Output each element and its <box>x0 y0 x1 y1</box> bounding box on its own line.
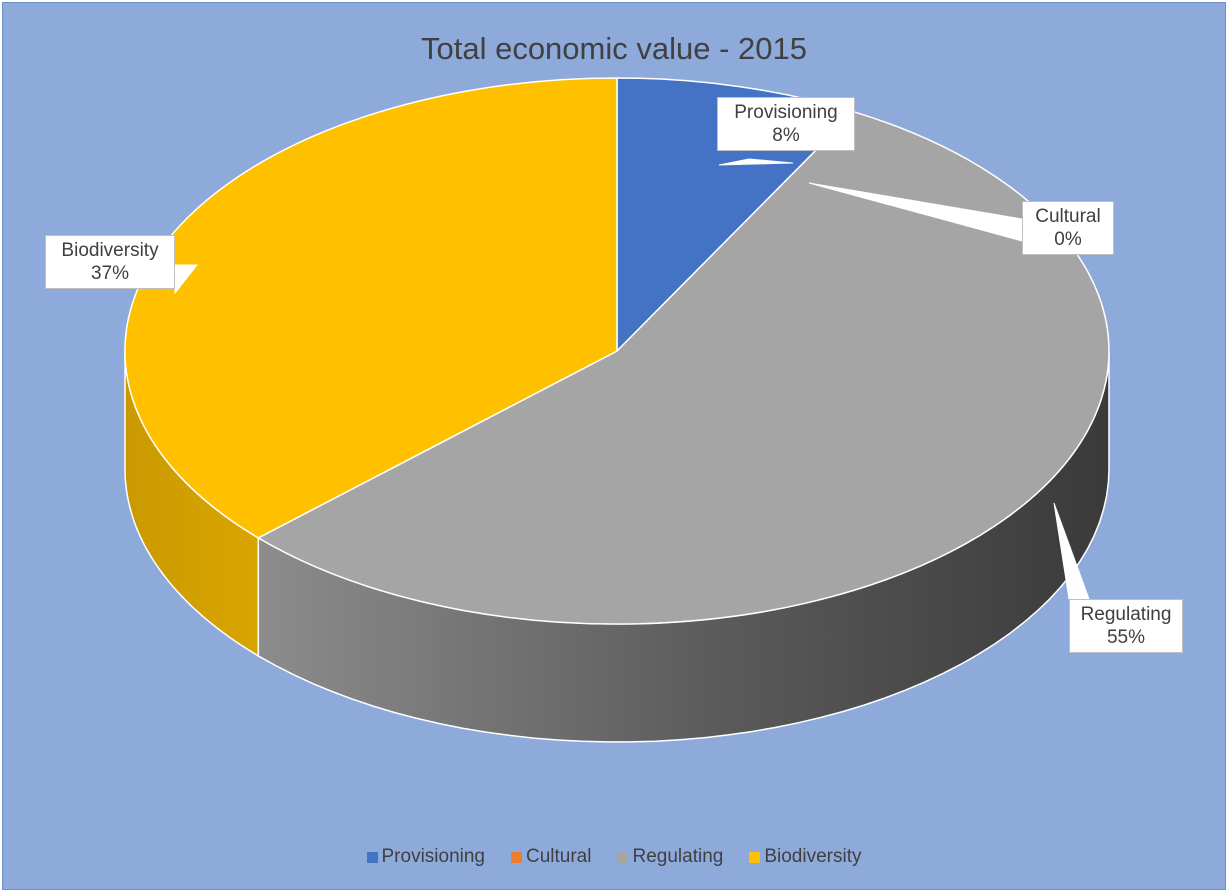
data-label-value: 55% <box>1106 627 1146 648</box>
legend-swatch <box>749 851 761 863</box>
legend-swatch <box>366 851 378 863</box>
data-label-name: Biodiversity <box>61 240 159 261</box>
data-label-regulating: Regulating 55% <box>1069 599 1183 653</box>
chart-title: Total economic value - 2015 <box>420 31 807 66</box>
pie-chart <box>124 77 1110 743</box>
chart-legend: Provisioning Cultural Regulating Biodive… <box>3 846 1225 868</box>
data-label-value: 37% <box>90 263 130 284</box>
data-label-value: 8% <box>772 125 800 146</box>
legend-item-regulating: Regulating <box>617 846 723 868</box>
data-label-value: 0% <box>1054 229 1082 250</box>
legend-item-cultural: Cultural <box>511 846 591 868</box>
callout-pointer-biodiversity <box>174 264 199 295</box>
legend-label: Cultural <box>526 846 592 867</box>
data-label-cultural: Cultural 0% <box>1022 201 1114 255</box>
callout-pointer-provisioning <box>718 158 794 166</box>
data-label-name: Regulating <box>1080 604 1172 625</box>
data-label-name: Cultural <box>1035 206 1101 227</box>
legend-label: Biodiversity <box>764 846 862 867</box>
data-label-provisioning: Provisioning 8% <box>717 97 855 151</box>
legend-swatch <box>511 851 522 863</box>
legend-label: Regulating <box>632 846 724 867</box>
data-label-biodiversity: Biodiversity 37% <box>45 235 175 289</box>
legend-item-biodiversity: Biodiversity <box>749 846 861 868</box>
data-label-name: Provisioning <box>734 102 838 123</box>
legend-label: Provisioning <box>381 846 486 867</box>
legend-item-provisioning: Provisioning <box>366 846 486 868</box>
legend-swatch <box>617 851 629 863</box>
